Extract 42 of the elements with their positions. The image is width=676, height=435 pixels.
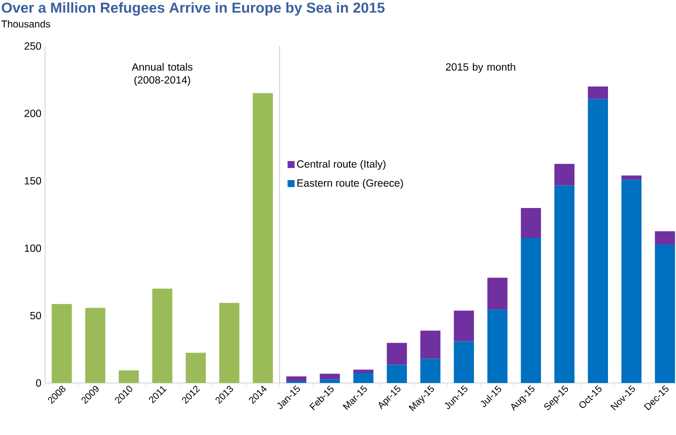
bar [52, 304, 72, 383]
bar [454, 341, 474, 383]
bar [420, 358, 440, 383]
bar [554, 164, 574, 186]
y-tick-label: 50 [30, 312, 42, 320]
bar [487, 278, 508, 310]
bar [320, 374, 340, 380]
y-tick-label: 0 [36, 379, 42, 387]
y-tick-label: 150 [24, 177, 42, 185]
bar [487, 310, 508, 383]
bar [588, 86, 608, 99]
y-tick-label: 200 [24, 110, 42, 118]
bar [621, 176, 642, 180]
y-tick-label: 100 [24, 244, 42, 252]
bar [654, 231, 676, 245]
bar [118, 370, 139, 383]
bar [588, 98, 608, 383]
bar [520, 208, 541, 238]
bar [520, 238, 541, 383]
bar [420, 330, 440, 359]
bar [252, 93, 273, 383]
bar [85, 308, 106, 383]
legend-label: Eastern route (Greece) [297, 179, 403, 189]
chart-title: Over a Million Refugees Arrive in Europe by Sea in 2015 [2, 2, 385, 16]
bar [353, 373, 374, 383]
legend-label: Central route (Italy) [297, 160, 386, 170]
y-axis-title: Thousands [1, 20, 50, 28]
bar [353, 370, 374, 374]
bar [621, 180, 642, 383]
annotation: Annual totals (2008-2014) [132, 63, 192, 86]
annotation: 2015 by month [446, 63, 516, 73]
bar [219, 302, 240, 383]
bar [386, 342, 407, 365]
bar [454, 310, 474, 342]
bar [386, 364, 407, 383]
bar [320, 379, 340, 383]
y-tick-label: 250 [24, 42, 42, 50]
bar [554, 185, 574, 383]
bar [654, 244, 676, 383]
bar [286, 376, 306, 381]
bar [152, 288, 172, 383]
bar [186, 352, 206, 383]
